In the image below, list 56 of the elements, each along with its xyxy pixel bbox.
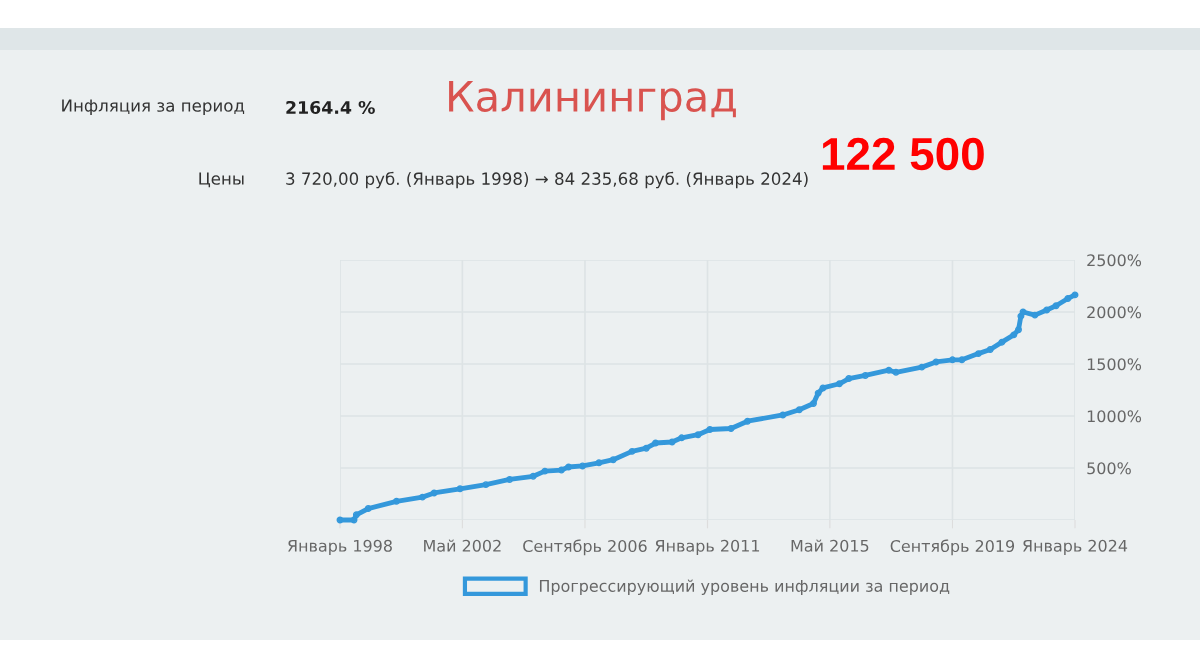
point xyxy=(595,459,603,467)
text: Инфляция за период xyxy=(62,99,245,116)
point xyxy=(652,439,660,447)
y-tick-label: 2000% xyxy=(1087,306,1142,319)
point xyxy=(1052,302,1060,310)
point xyxy=(744,417,751,425)
point xyxy=(579,462,587,470)
point xyxy=(557,466,565,474)
point xyxy=(393,497,400,505)
y-tick-label: 1000% xyxy=(1087,410,1142,423)
x-tick-label: Январь 1998 xyxy=(288,539,392,555)
text: 2164.4 % xyxy=(286,100,375,115)
point xyxy=(364,505,372,513)
x-tick-label: Май 2002 xyxy=(424,539,501,552)
point xyxy=(958,356,966,364)
point xyxy=(678,434,686,442)
x-tick-label: Январь 2024 xyxy=(1023,539,1128,555)
y-tick-label: 500% xyxy=(1087,462,1131,475)
point xyxy=(642,444,650,452)
x-tick-label: Сентябрь 2019 xyxy=(890,539,1015,556)
point xyxy=(861,371,869,379)
text: 3 720,00 руб. (Январь 1998) → 84 235,68 руб. (Январь 2024) xyxy=(286,171,808,189)
point xyxy=(565,463,573,471)
point xyxy=(352,511,360,519)
line-series xyxy=(336,291,1079,524)
text: Цены xyxy=(199,172,244,188)
point xyxy=(694,431,702,439)
point xyxy=(795,406,803,414)
point xyxy=(918,363,926,371)
point xyxy=(609,456,617,464)
x-tick-label: Май 2015 xyxy=(791,539,869,552)
point xyxy=(727,425,735,432)
point xyxy=(814,389,822,397)
text: 122 500 xyxy=(822,137,984,171)
point xyxy=(541,467,549,475)
point xyxy=(949,356,956,364)
point xyxy=(1010,331,1018,339)
point xyxy=(998,338,1006,346)
point xyxy=(986,345,994,353)
point xyxy=(418,493,426,501)
point xyxy=(835,380,843,388)
point xyxy=(885,366,893,374)
y-tick-label: 1500% xyxy=(1087,358,1142,371)
point xyxy=(1043,306,1051,314)
legend-label: Прогрессирующий уровень инфляции за период xyxy=(539,579,950,595)
x-tick-label: Сентябрь 2006 xyxy=(523,539,647,556)
chart-title: Калининград xyxy=(449,81,736,121)
point xyxy=(456,485,464,493)
point xyxy=(1064,295,1072,302)
point xyxy=(529,472,537,480)
point xyxy=(1015,326,1022,334)
x-tick-label: Январь 2011 xyxy=(655,539,760,555)
point xyxy=(892,368,900,376)
point xyxy=(706,426,714,433)
point xyxy=(506,475,514,483)
y-tick-label: 2500% xyxy=(1087,254,1142,267)
